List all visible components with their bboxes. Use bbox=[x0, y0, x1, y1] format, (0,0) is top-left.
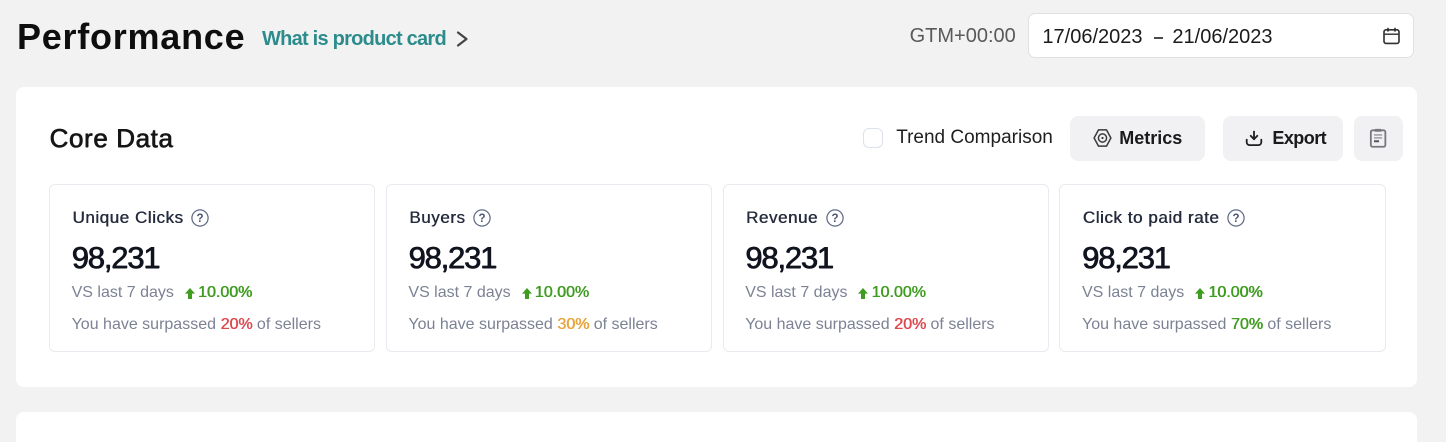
svg-text:?: ? bbox=[479, 213, 486, 225]
svg-text:?: ? bbox=[1233, 213, 1240, 225]
svg-text:?: ? bbox=[197, 213, 204, 225]
svg-text:?: ? bbox=[831, 213, 838, 225]
